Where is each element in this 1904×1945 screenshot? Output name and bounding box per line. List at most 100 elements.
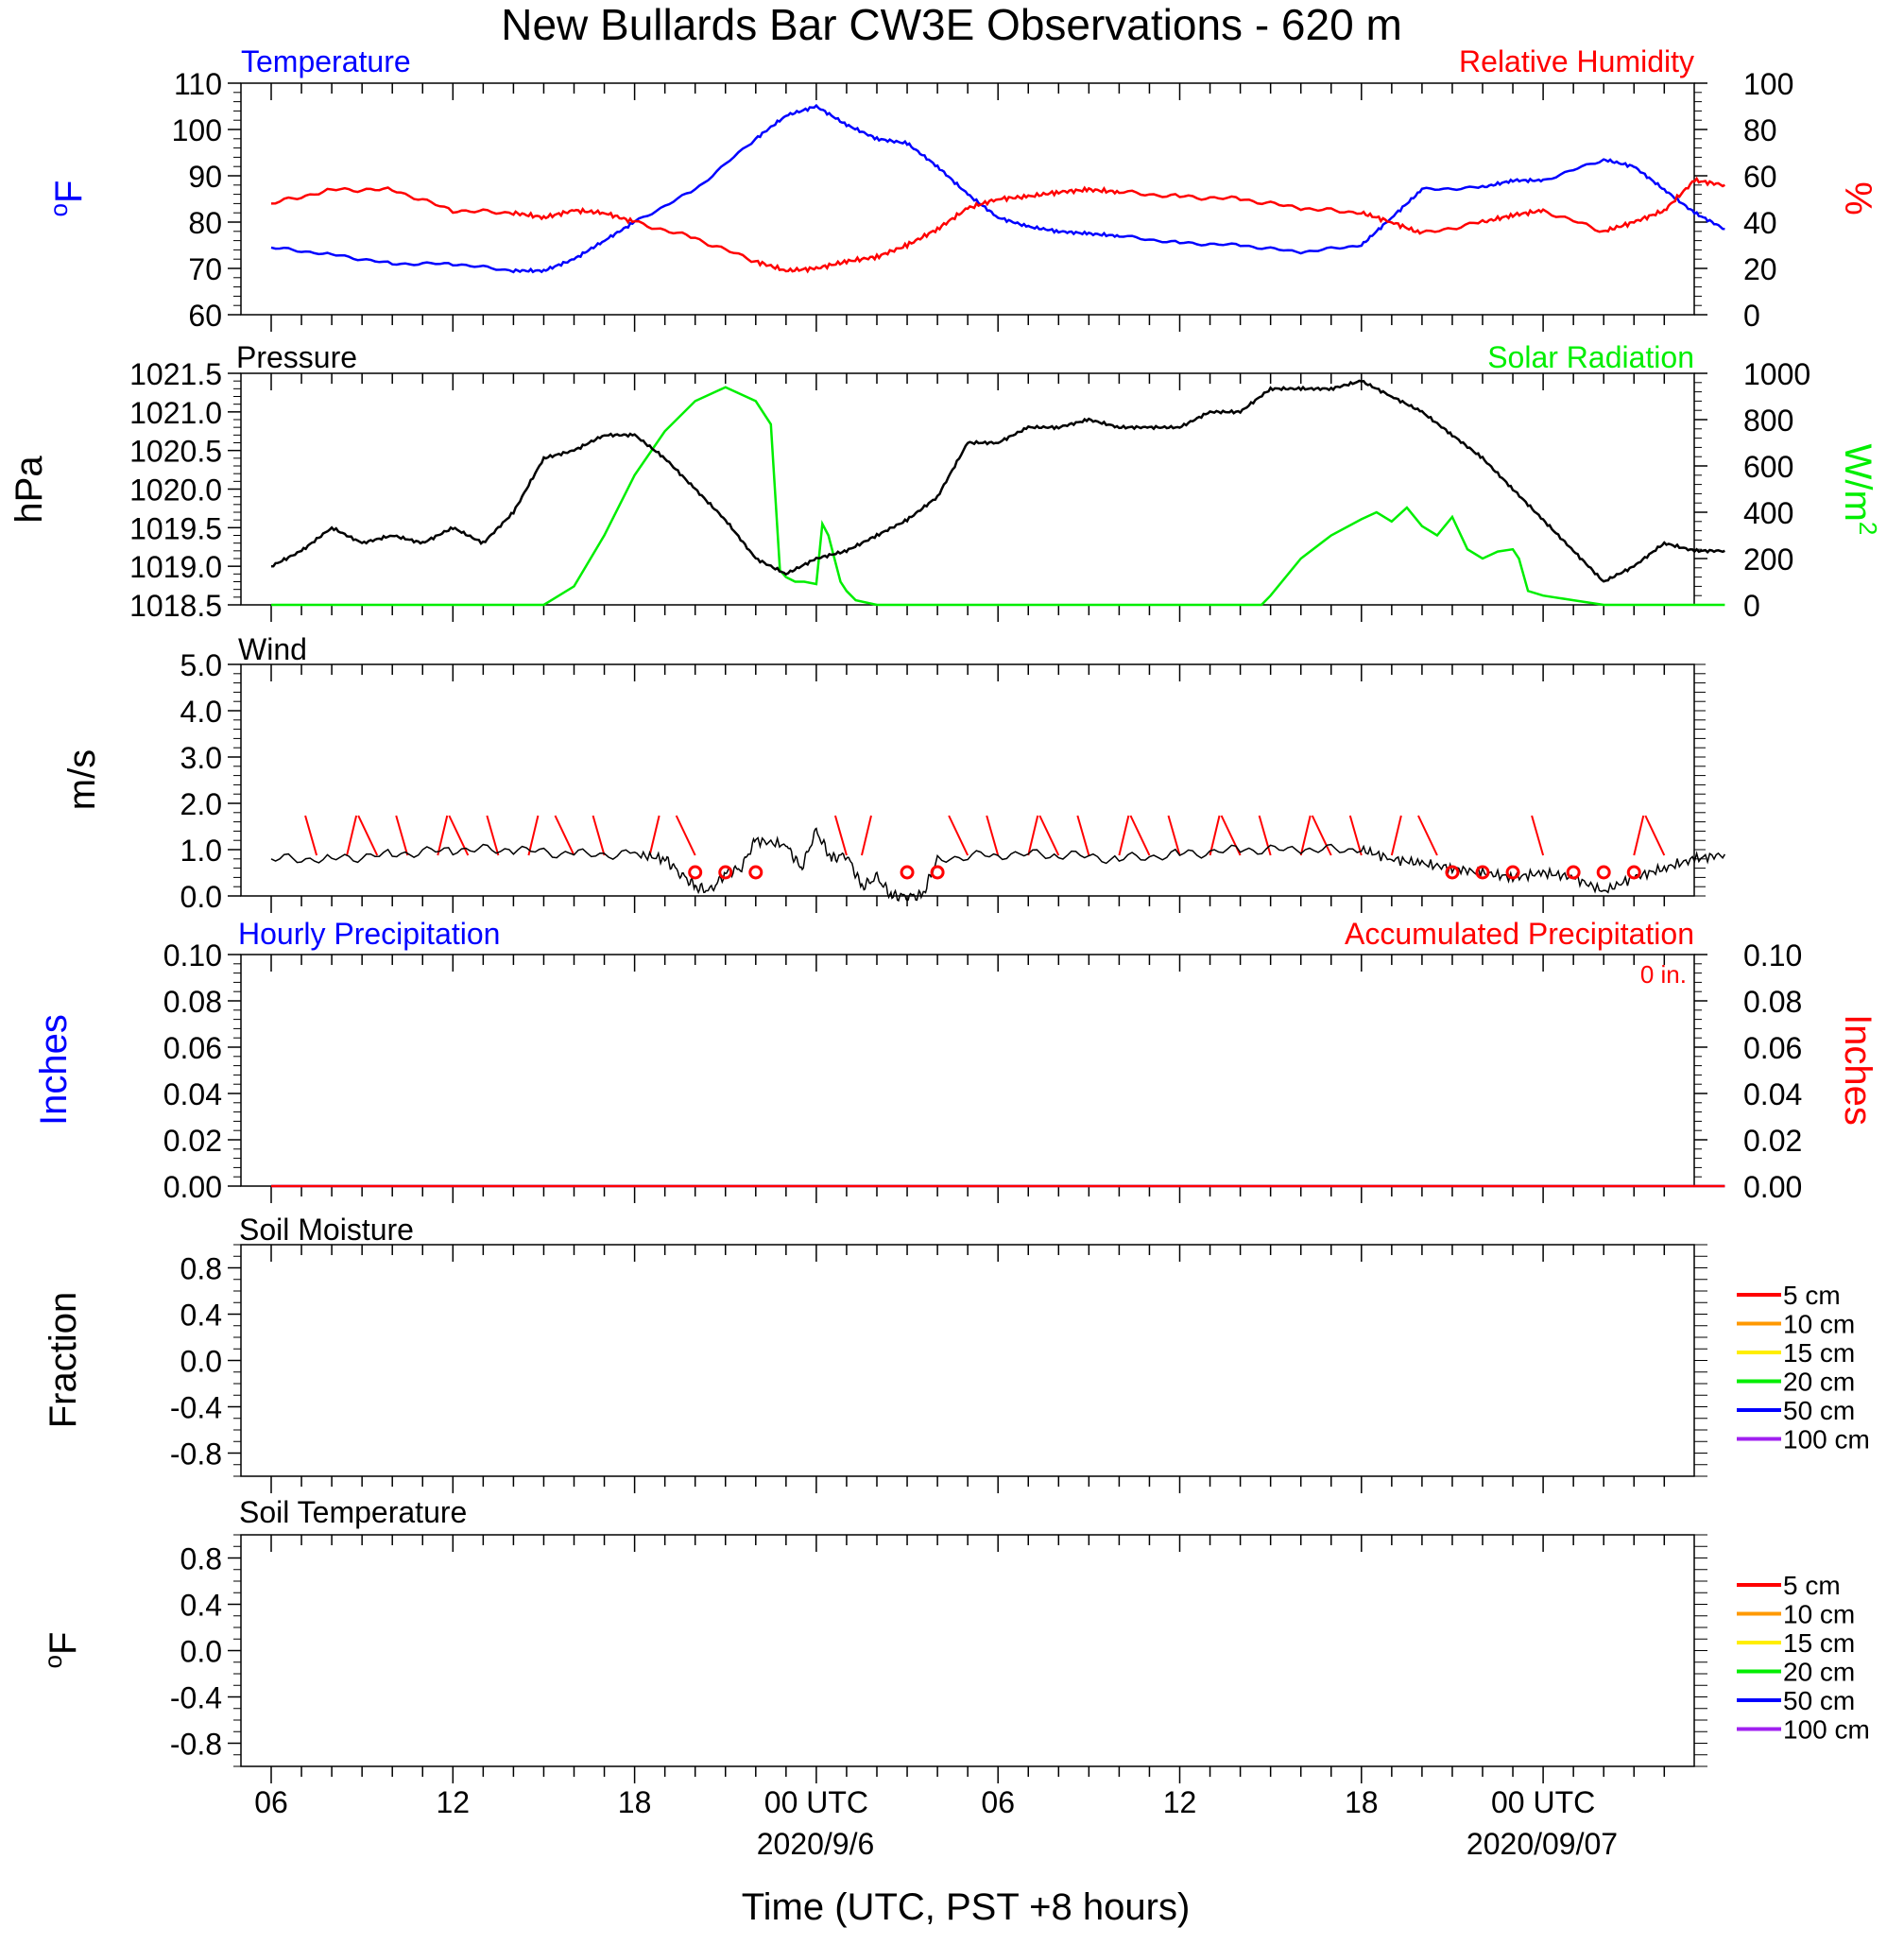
precipitation-y-ticks: 0.10 0.08 0.06 0.04 0.02 0.00 [163,938,241,1204]
x-tick-label: 00 UTC [1491,1785,1595,1819]
relative-humidity-line [270,176,1725,274]
wind-barb [1076,815,1090,856]
y-tick-label: -0.8 [170,1437,222,1472]
relative-humidity-y-ticks: 100 80 60 40 20 0 [1694,67,1793,333]
wind-barb [948,815,969,856]
wind-barb [1209,815,1221,856]
accumulated-precipitation-panel-title: Accumulated Precipitation [1345,917,1694,951]
calm-marker [688,865,703,880]
calm-marker [1566,865,1581,880]
calm-marker [1475,865,1490,880]
y-tick-label: 100 [172,113,222,147]
y-tick-label: 0.0 [180,1345,222,1379]
panel-wind: Wind m/s 5.0 4.0 3.0 2.0 1.0 0.0 [61,632,1726,914]
y-tick-label: 0.04 [163,1077,222,1111]
temperature-axis-unit: oF [44,181,90,217]
wind-barb [1258,815,1272,856]
y-tick-label: 90 [188,160,222,194]
y-tick-label: 1019.0 [129,550,222,584]
wind-barb [1390,815,1402,856]
y-tick-label: 60 [1743,160,1777,194]
y-tick-label: 1021.0 [129,396,222,430]
y-tick-label: 80 [188,206,222,240]
x-tick-label: 12 [1163,1785,1197,1819]
relative-humidity-panel-title: Relative Humidity [1459,44,1694,78]
x-axis-title: Time (UTC, PST +8 hours) [742,1886,1191,1928]
y-tick-label: 1020.0 [129,473,222,508]
panel-x-ticks [270,1245,1666,1493]
panel-temperature-rh: Temperature Relative Humidity oF % 110 10… [44,44,1878,333]
x-tick-label: 06 [981,1785,1015,1819]
wind-barb [861,815,872,856]
legend-label: 10 cm [1783,1600,1855,1629]
calm-marker [1505,865,1520,880]
y-tick-label: 1.0 [180,834,222,868]
y-tick-label: 4.0 [180,695,222,729]
legend-label: 100 cm [1783,1425,1870,1454]
wind-barb [1027,815,1039,856]
y-tick-label: 0.4 [180,1589,222,1623]
wind-y-ticks: 5.0 4.0 3.0 2.0 1.0 0.0 [180,648,1706,914]
x-tick-label: 06 [254,1785,288,1819]
pressure-axis-label: hPa [9,456,50,524]
wind-barb [304,815,318,856]
panel-soil-temperature: Soil Temperature oF 0.8 0.4 0.0 -0.4 -0.8 5 … [39,1495,1870,1783]
panel-x-ticks [270,373,1666,622]
y-tick-label: 0.8 [180,1252,222,1286]
panel-frame [240,663,1695,897]
legend-label: 15 cm [1783,1338,1855,1368]
wind-axis-label: m/s [61,749,103,810]
wind-barb [1038,815,1060,856]
x-tick-label: 12 [437,1785,471,1819]
y-tick-label: 800 [1743,404,1793,438]
y-tick-label: 3.0 [180,741,222,775]
soil-moisture-panel-title: Soil Moisture [239,1213,414,1247]
chart-title: New Bullards Bar CW3E Observations - 620… [501,0,1402,49]
soil-temperature-axis-unit: oF [39,1632,84,1669]
wind-barb [648,815,660,856]
wind-direction-barbs [304,815,1666,856]
wind-barb [1417,815,1438,856]
y-tick-label: 0.0 [180,1635,222,1669]
soil-moisture-axis-label: Fraction [43,1292,84,1429]
panel-x-ticks [270,83,1666,332]
y-tick-label: 80 [1743,113,1777,147]
y-tick-label: 0.8 [180,1542,222,1576]
y-tick-label: 60 [188,299,222,333]
y-tick-label: 40 [1743,206,1777,240]
y-tick-label: 1021.5 [129,357,222,391]
wind-barb [675,815,696,856]
solar-radiation-y-ticks: 1000 800 600 400 200 0 [1694,357,1810,623]
wind-barb [1311,815,1332,856]
calm-marker [1596,865,1611,880]
y-tick-label: 0.06 [1743,1031,1802,1065]
panel-x-ticks [270,664,1666,913]
wind-barb [592,815,606,856]
wind-barb [833,815,848,856]
y-tick-label: 0.02 [1743,1124,1802,1158]
soil-temperature-panel-title: Soil Temperature [239,1495,467,1529]
accumulated-precipitation-y-ticks: 0.10 0.08 0.06 0.04 0.02 0.00 [1694,938,1802,1204]
y-tick-label: 600 [1743,450,1793,484]
wind-barb [527,815,540,856]
y-tick-label: 0.10 [1743,938,1802,972]
calm-marker [718,865,733,880]
time-axis-labels: 06 12 18 00 UTC 06 12 18 00 UTC [254,1785,1595,1819]
wind-barb [1167,815,1181,856]
y-tick-label: 100 [1743,67,1793,101]
legend-label: 5 cm [1783,1571,1841,1600]
wind-speed-line [270,827,1726,903]
calm-wind-markers [688,865,1641,880]
x-tick-label: 18 [1345,1785,1379,1819]
y-tick-label: 0 [1743,589,1760,623]
y-tick-label: 0.4 [180,1299,222,1333]
y-tick-label: -0.4 [170,1681,222,1715]
wind-barb [1531,815,1545,856]
panel-precipitation: Hourly Precipitation Accumulated Precipi… [33,917,1878,1204]
panel-soil-moisture: Soil Moisture Fraction 0.8 0.4 0.0 -0.4 -0.8… [43,1213,1870,1493]
y-tick-label: 0.06 [163,1031,222,1065]
